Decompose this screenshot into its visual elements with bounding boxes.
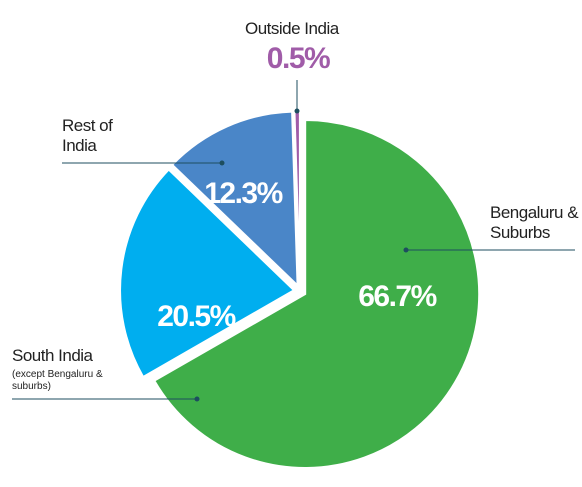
category-label: Bengaluru & Suburbs	[490, 203, 579, 242]
category-label-line: Rest of	[62, 116, 113, 135]
leader-dot	[194, 396, 200, 402]
value-label: 20.5%	[157, 300, 235, 333]
category-label: Outside India	[245, 19, 340, 38]
pie-slice	[119, 168, 296, 379]
category-label: Rest of India	[62, 116, 113, 155]
category-label: South India	[12, 346, 94, 365]
category-label-line: Bengaluru &	[490, 203, 579, 222]
pie-slice	[170, 110, 299, 288]
category-label-line: India	[62, 136, 97, 155]
category-note: (except Bengaluru & suburbs)	[12, 369, 103, 392]
leader-dot	[403, 247, 409, 253]
category-note-line: (except Bengaluru &	[12, 369, 103, 380]
category-label-line: South India	[12, 346, 94, 365]
category-label-line: Suburbs	[490, 223, 550, 242]
category-note-line: suburbs)	[12, 381, 51, 392]
leader-dot	[294, 108, 300, 114]
value-label: 0.5%	[267, 42, 330, 75]
value-label: 66.7%	[358, 280, 436, 313]
leader-dot	[219, 160, 225, 166]
value-label: 12.3%	[204, 177, 282, 210]
pie-slice	[152, 119, 481, 469]
category-label-line: Outside India	[245, 19, 340, 38]
